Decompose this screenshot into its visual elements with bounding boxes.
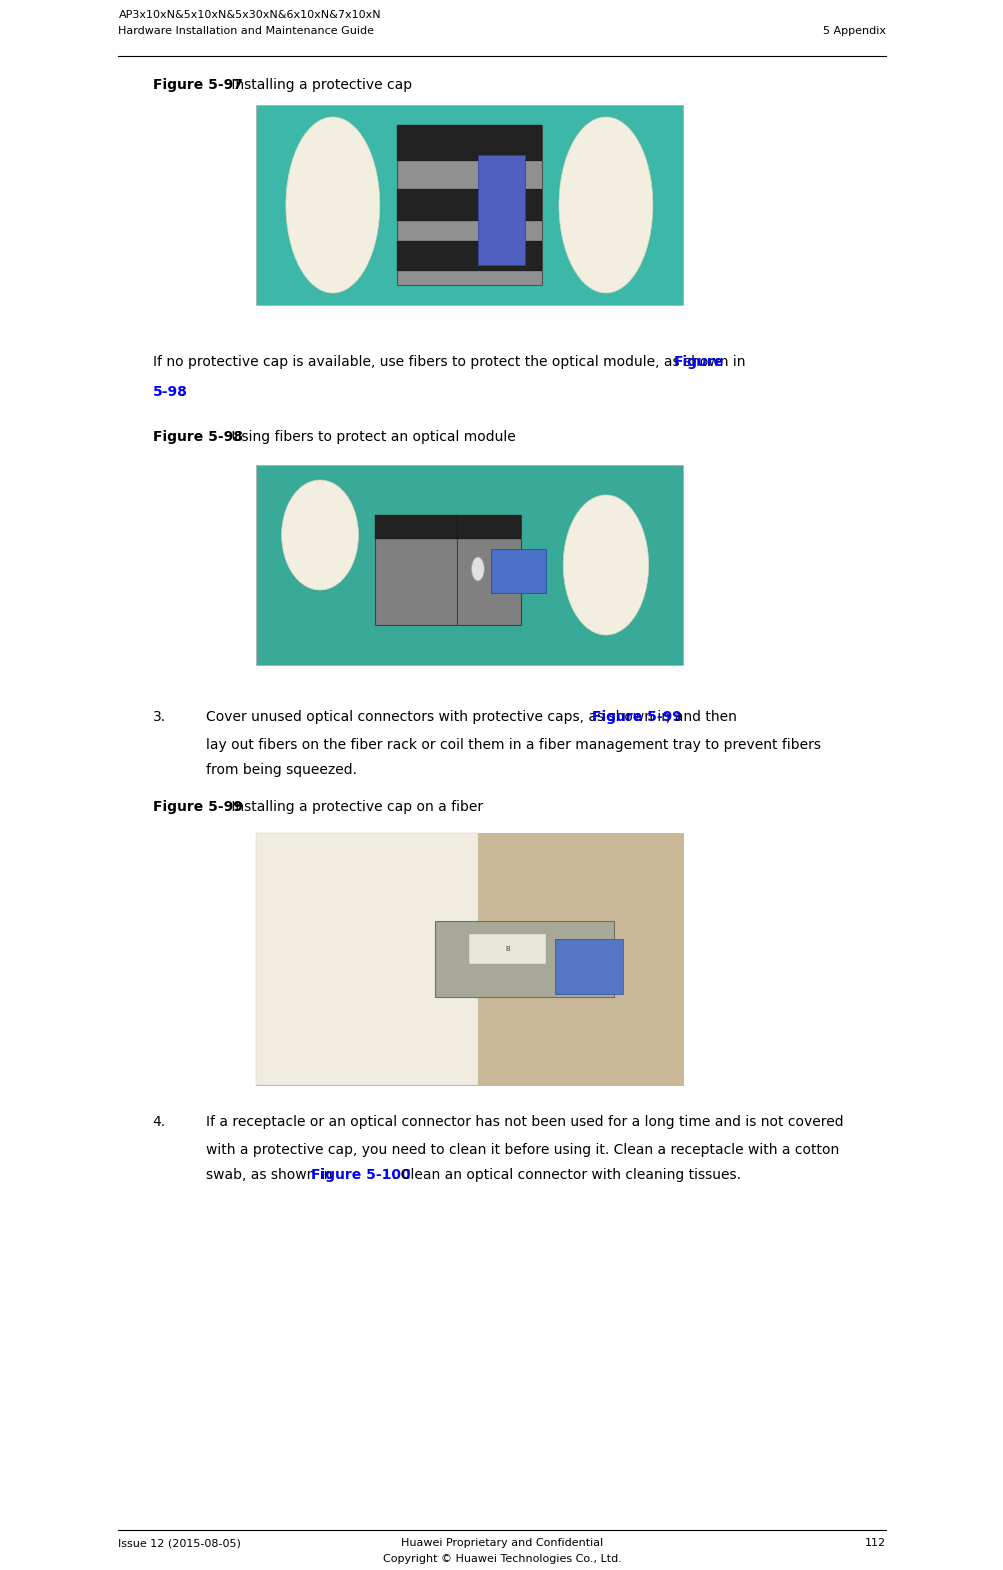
Text: Hardware Installation and Maintenance Guide: Hardware Installation and Maintenance Gu… [118, 27, 374, 36]
Text: Installing a protective cap: Installing a protective cap [228, 78, 412, 93]
Text: Issue 12 (2015-08-05): Issue 12 (2015-08-05) [118, 1539, 241, 1548]
Bar [490, 550, 546, 593]
Bar [456, 515, 521, 539]
Text: Figure 5-99: Figure 5-99 [592, 710, 681, 724]
Text: from being squeezed.: from being squeezed. [206, 763, 356, 777]
Text: swab, as shown in: swab, as shown in [206, 1168, 336, 1182]
Text: Figure 5-97: Figure 5-97 [152, 78, 243, 93]
Text: Copyright © Huawei Technologies Co., Ltd.: Copyright © Huawei Technologies Co., Ltd… [382, 1554, 621, 1564]
Text: Using fibers to protect an optical module: Using fibers to protect an optical modul… [228, 430, 516, 444]
Bar [396, 242, 542, 272]
Text: Figure 5-100: Figure 5-100 [311, 1168, 410, 1182]
Ellipse shape [281, 480, 358, 590]
Bar [256, 834, 477, 1085]
Text: , and then: , and then [665, 710, 736, 724]
Text: AP3x10xN&5x10xN&5x30xN&6x10xN&7x10xN: AP3x10xN&5x10xN&5x30xN&6x10xN&7x10xN [118, 9, 381, 20]
Bar [555, 939, 623, 994]
Text: B: B [505, 945, 510, 951]
Bar [396, 188, 542, 221]
Text: Figure: Figure [673, 355, 723, 369]
Bar [469, 934, 546, 964]
Bar [256, 465, 682, 666]
Text: Figure 5-98: Figure 5-98 [152, 430, 243, 444]
Text: If no protective cap is available, use fibers to protect the optical module, as : If no protective cap is available, use f… [152, 355, 748, 369]
Text: 3.: 3. [152, 710, 165, 724]
Bar [396, 126, 542, 286]
Ellipse shape [559, 118, 652, 294]
Text: 4.: 4. [152, 1115, 165, 1129]
Text: Cover unused optical connectors with protective caps, as shown in: Cover unused optical connectors with pro… [206, 710, 674, 724]
Ellipse shape [286, 118, 379, 294]
Bar [435, 922, 614, 997]
Bar [375, 515, 456, 625]
Text: with a protective cap, you need to clean it before using it. Clean a receptacle : with a protective cap, you need to clean… [206, 1143, 839, 1157]
Text: lay out fibers on the fiber rack or coil them in a fiber management tray to prev: lay out fibers on the fiber rack or coil… [206, 738, 820, 752]
Text: 5 Appendix: 5 Appendix [821, 27, 885, 36]
Bar [456, 515, 521, 625]
Text: Huawei Proprietary and Confidential: Huawei Proprietary and Confidential [400, 1539, 603, 1548]
Text: .: . [180, 385, 184, 399]
Bar [256, 105, 682, 305]
Ellipse shape [471, 557, 483, 581]
Bar [256, 834, 682, 1085]
Text: If a receptacle or an optical connector has not been used for a long time and is: If a receptacle or an optical connector … [206, 1115, 843, 1129]
Text: . Clean an optical connector with cleaning tissues.: . Clean an optical connector with cleani… [391, 1168, 740, 1182]
Bar [396, 126, 542, 162]
Bar [477, 155, 525, 265]
Text: 112: 112 [864, 1539, 885, 1548]
Text: Installing a protective cap on a fiber: Installing a protective cap on a fiber [228, 801, 483, 813]
Bar [375, 515, 456, 539]
Text: Figure 5-99: Figure 5-99 [152, 801, 243, 813]
Ellipse shape [563, 495, 648, 634]
Text: 5-98: 5-98 [152, 385, 188, 399]
